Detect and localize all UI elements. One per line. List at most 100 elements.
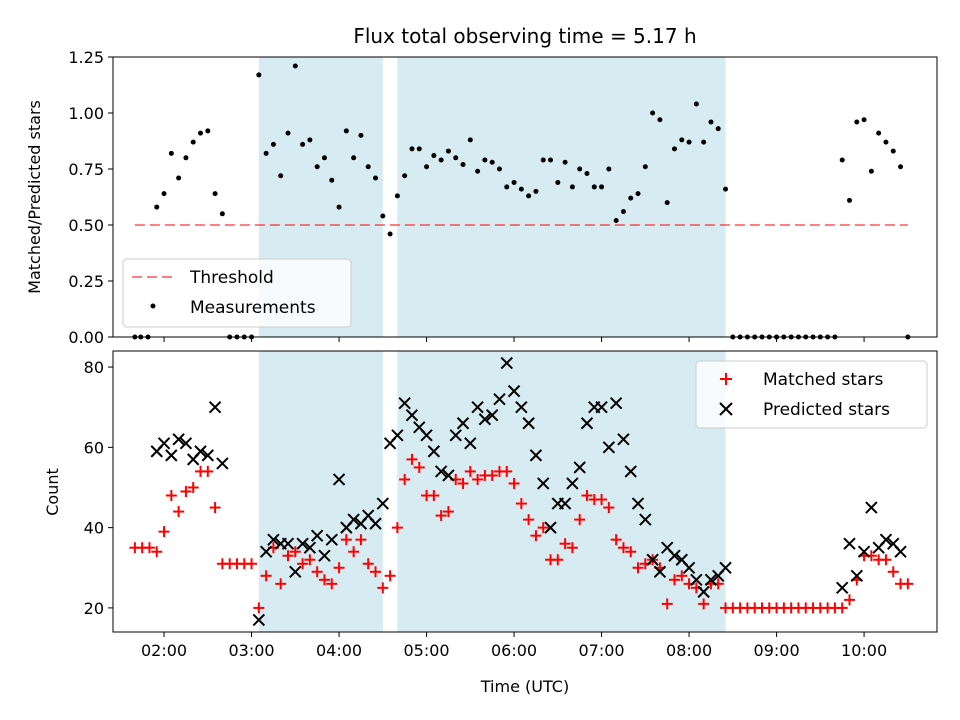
matched-point-67 xyxy=(617,542,629,554)
measurement-point-19 xyxy=(270,141,276,147)
matched-point-36 xyxy=(391,522,403,534)
matched-point-52 xyxy=(508,477,520,489)
ratio-legend-box xyxy=(122,258,352,328)
predicted-point-70 xyxy=(690,573,703,587)
ratio-ytick-label-4: 1.00 xyxy=(68,104,104,123)
ratio-x-ticks xyxy=(163,337,865,342)
predicted-point-7 xyxy=(201,449,215,462)
matched-point-29 xyxy=(340,534,352,546)
matched-point-20 xyxy=(275,578,287,590)
measurement-point-5 xyxy=(168,150,174,156)
matched-point-18 xyxy=(260,570,272,582)
ratio-shade-1 xyxy=(397,57,726,337)
predicted-point-20 xyxy=(325,533,338,546)
matched-point-10 xyxy=(202,465,214,477)
measurement-point-70 xyxy=(642,164,648,170)
predicted-point-26 xyxy=(369,517,382,530)
measurement-point-28 xyxy=(336,204,342,210)
measurement-point-74 xyxy=(671,146,677,152)
matched-point-75 xyxy=(676,570,688,582)
predicted-point-63 xyxy=(639,513,652,526)
matched-point-58 xyxy=(552,554,564,566)
predicted-point-72 xyxy=(704,573,718,587)
measurement-point-32 xyxy=(365,164,371,170)
measurement-point-102 xyxy=(876,130,882,136)
ratio-y-axis: 0.00 0.25 0.50 0.75 1.00 1.25 xyxy=(68,48,113,347)
measurement-point-69 xyxy=(635,191,641,197)
measurement-point-17 xyxy=(256,72,262,78)
predicted-point-53 xyxy=(566,477,579,490)
measurement-point-67 xyxy=(620,209,626,215)
predicted-point-83 xyxy=(894,545,907,558)
matched-point-46 xyxy=(464,465,476,477)
measurement-point-72 xyxy=(657,117,663,123)
matched-point-66 xyxy=(610,534,622,546)
predicted-point-57 xyxy=(595,400,608,414)
matched-point-21 xyxy=(282,550,294,562)
predicted-point-77 xyxy=(850,569,863,583)
measurement-point-66 xyxy=(613,218,619,224)
counts-y-label: Count xyxy=(43,468,62,516)
matched-point-98 xyxy=(843,594,855,606)
measurement-point-20 xyxy=(278,173,284,179)
measurement-point-43 xyxy=(445,148,451,154)
predicted-point-62 xyxy=(631,497,645,510)
measurement-point-71 xyxy=(650,110,656,116)
predicted-point-74 xyxy=(719,561,732,574)
counts-xtick-label-4: 06:00 xyxy=(491,641,537,660)
predicted-point-47 xyxy=(522,417,535,430)
measurement-point-100 xyxy=(861,117,867,123)
ratio-axes-frame xyxy=(112,56,938,338)
predicted-point-34 xyxy=(427,445,441,458)
measurement-point-63 xyxy=(591,184,597,190)
predicted-point-61 xyxy=(624,465,637,478)
matched-point-56 xyxy=(537,522,549,534)
predicted-point-9 xyxy=(216,457,229,470)
predicted-point-69 xyxy=(682,561,696,574)
matched-point-39 xyxy=(413,461,425,473)
measurement-point-7 xyxy=(183,155,189,161)
matched-point-27 xyxy=(326,578,338,590)
predicted-point-48 xyxy=(529,449,543,462)
measurement-point-76 xyxy=(686,139,692,145)
predicted-stars-points xyxy=(150,356,907,627)
ratio-ytick-label-1: 0.25 xyxy=(68,272,104,291)
legend-matched-label: Matched stars xyxy=(763,370,883,390)
matched-point-17 xyxy=(253,602,265,614)
matched-point-73 xyxy=(661,598,673,610)
matched-point-6 xyxy=(173,506,185,518)
measurement-point-99 xyxy=(854,119,860,125)
measurement-point-38 xyxy=(409,146,415,152)
matched-point-69 xyxy=(632,562,644,574)
measurement-point-46 xyxy=(467,137,473,143)
measurement-point-30 xyxy=(351,155,357,161)
legend-matched-swatch xyxy=(720,373,732,385)
measurement-point-79 xyxy=(708,119,714,125)
matched-point-7 xyxy=(180,486,192,497)
matched-point-54 xyxy=(523,514,535,526)
predicted-point-17 xyxy=(303,541,317,554)
measurement-point-75 xyxy=(679,137,685,143)
measurement-point-24 xyxy=(307,137,313,143)
matched-point-34 xyxy=(377,582,389,594)
predicted-point-10 xyxy=(252,613,266,627)
ratio-ytick-label-5: 1.25 xyxy=(68,48,104,67)
predicted-point-79 xyxy=(865,501,878,514)
counts-ytick-label-1: 40 xyxy=(84,519,104,538)
matched-point-53 xyxy=(515,498,527,510)
predicted-point-15 xyxy=(289,565,302,578)
measurement-point-52 xyxy=(511,179,517,185)
predicted-point-37 xyxy=(449,429,462,442)
predicted-point-33 xyxy=(420,429,433,442)
predicted-point-58 xyxy=(602,441,616,454)
measurement-point-77 xyxy=(693,101,699,107)
predicted-point-18 xyxy=(310,529,324,542)
measurement-point-58 xyxy=(555,179,561,185)
measurement-point-39 xyxy=(416,146,422,152)
measurement-point-73 xyxy=(664,200,670,206)
measurement-point-11 xyxy=(212,191,218,197)
measurement-point-64 xyxy=(599,184,605,190)
predicted-point-81 xyxy=(879,533,893,546)
measurement-point-35 xyxy=(387,231,393,237)
